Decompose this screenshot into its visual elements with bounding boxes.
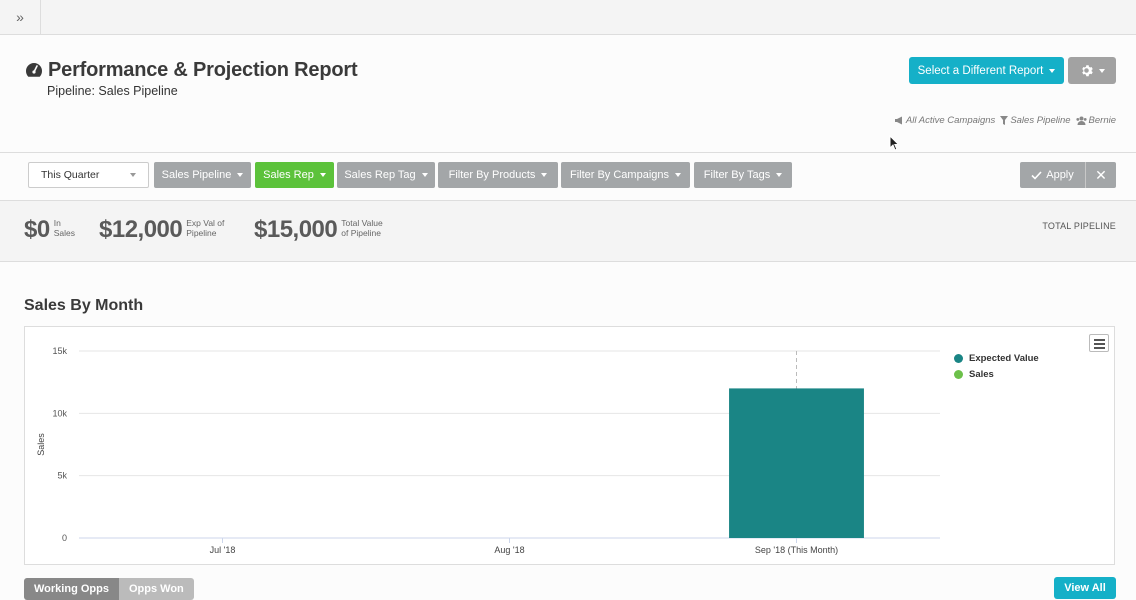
filter-products-button[interactable]: Filter By Products (438, 162, 558, 188)
settings-button[interactable] (1068, 57, 1116, 84)
chevron-down-icon (541, 173, 548, 177)
stat-total-value: $15,000 Total Value of Pipeline (254, 216, 383, 244)
view-all-button[interactable]: View All (1054, 577, 1116, 599)
total-pipeline-label: TOTAL PIPELINE (1042, 221, 1116, 231)
stat-value: $15,000 (254, 216, 338, 243)
bar-expected-value (729, 388, 864, 538)
x-tick-label: Sep '18 (This Month) (755, 545, 838, 555)
gear-icon (1081, 65, 1093, 77)
chart-legend: Expected Value Sales (954, 350, 1039, 382)
apply-group: Apply ✕ (1020, 162, 1116, 188)
filter-label: Sales Rep (263, 169, 314, 181)
tab-working-opps[interactable]: Working Opps (24, 578, 119, 600)
filter-label: Sales Pipeline (161, 169, 232, 181)
legend-dot (954, 353, 963, 363)
section-title: Sales By Month (24, 297, 144, 314)
y-tick-label: 10k (52, 408, 67, 418)
pipeline-meta: Sales Pipeline (1010, 115, 1071, 126)
menu-line (1094, 339, 1105, 341)
chart-menu-icon[interactable] (1089, 334, 1109, 352)
y-tick-label: 5k (57, 471, 67, 481)
clear-filters-button[interactable]: ✕ (1085, 162, 1116, 188)
filter-bar: This Quarter Sales Pipeline Sales Rep Sa… (0, 153, 1136, 201)
title-row: Performance & Projection Report (24, 59, 358, 82)
close-icon: ✕ (1095, 166, 1107, 183)
stat-expected-value: $12,000 Exp Val of Pipeline (99, 216, 224, 244)
x-tick-label: Jul '18 (210, 545, 236, 555)
period-select-value: This Quarter (41, 169, 100, 181)
top-bar: » (0, 0, 1136, 35)
active-filters-summary: All Active Campaigns Sales Pipeline Bern… (894, 115, 1116, 126)
filter-sales-rep-tag-button[interactable]: Sales Rep Tag (337, 162, 435, 188)
y-tick-label: 15k (52, 346, 67, 356)
opps-tabs: Working Opps Opps Won (24, 578, 194, 600)
chevron-down-icon (776, 173, 783, 177)
stat-in-sales: $0 In Sales (24, 216, 75, 244)
period-select[interactable]: This Quarter (28, 162, 149, 188)
pipeline-subtitle: Pipeline: Sales Pipeline (47, 84, 178, 98)
stat-label-line1: In (53, 218, 61, 228)
chevron-down-icon (237, 173, 244, 177)
sales-by-month-chart: 0 5k 10k 15k Sales Jul '18 Aug '18 Sep '18 (Thi… (36, 346, 940, 555)
chevron-down-icon (130, 173, 136, 177)
stat-value: $0 (24, 216, 50, 243)
filter-campaigns-button[interactable]: Filter By Campaigns (561, 162, 690, 188)
legend-item-expected-value[interactable]: Expected Value (954, 350, 1039, 366)
checkmark-icon (1031, 170, 1042, 180)
chevron-down-icon (1049, 68, 1056, 73)
filter-tags-button[interactable]: Filter By Tags (694, 162, 792, 188)
select-report-label: Select a Different Report (917, 64, 1044, 77)
stat-label-line1: Exp Val of (186, 218, 225, 228)
stat-label-line2: Pipeline (186, 228, 217, 238)
users-icon (1075, 116, 1087, 125)
campaigns-meta: All Active Campaigns (905, 115, 996, 126)
dashboard-gauge-icon (25, 62, 43, 77)
expand-sidebar-button[interactable]: » (0, 0, 41, 34)
legend-label: Sales (969, 368, 994, 380)
tab-opps-won[interactable]: Opps Won (118, 578, 194, 600)
stats-bar: $0 In Sales $12,000 Exp Val of Pipeline $1… (0, 201, 1136, 262)
stat-label: Exp Val of Pipeline (186, 218, 224, 238)
x-tick-label: Aug '18 (494, 545, 524, 555)
legend-dot (954, 369, 963, 379)
chevron-down-icon (675, 173, 682, 177)
stat-label: Total Value of Pipeline (341, 218, 382, 238)
chevron-down-icon (319, 173, 326, 177)
filter-label: Filter By Products (448, 169, 536, 181)
mouse-cursor-icon (889, 135, 899, 151)
stat-label: In Sales (54, 218, 75, 238)
menu-line (1094, 343, 1105, 345)
filter-label: Filter By Campaigns (569, 169, 670, 181)
y-axis-label: Sales (36, 433, 46, 456)
report-header: Performance & Projection Report Pipeline… (0, 35, 1136, 153)
menu-line (1094, 347, 1105, 349)
filter-sales-rep-button[interactable]: Sales Rep (255, 162, 334, 188)
user-meta: Bernie (1088, 115, 1116, 126)
stat-label-line2: Sales (53, 228, 75, 238)
megaphone-icon (894, 116, 902, 125)
apply-label: Apply (1046, 169, 1074, 181)
page-title: Performance & Projection Report (48, 59, 358, 81)
stat-label-line1: Total Value (341, 218, 383, 228)
filter-sales-pipeline-button[interactable]: Sales Pipeline (154, 162, 251, 188)
chevron-down-icon (1098, 68, 1105, 73)
legend-item-sales[interactable]: Sales (954, 366, 1039, 382)
funnel-icon (1000, 116, 1009, 125)
filter-label: Sales Rep Tag (344, 169, 416, 181)
y-tick-label: 0 (62, 533, 67, 543)
legend-label: Expected Value (969, 352, 1039, 364)
chart-container: 0 5k 10k 15k Sales Jul '18 Aug '18 Sep '18 (Thi… (24, 326, 1115, 565)
stat-label-line2: of Pipeline (341, 228, 381, 238)
stat-value: $12,000 (99, 216, 183, 243)
apply-button[interactable]: Apply (1020, 162, 1085, 188)
chevron-down-icon (421, 173, 428, 177)
select-report-button[interactable]: Select a Different Report (909, 57, 1064, 84)
filter-label: Filter By Tags (703, 169, 771, 181)
